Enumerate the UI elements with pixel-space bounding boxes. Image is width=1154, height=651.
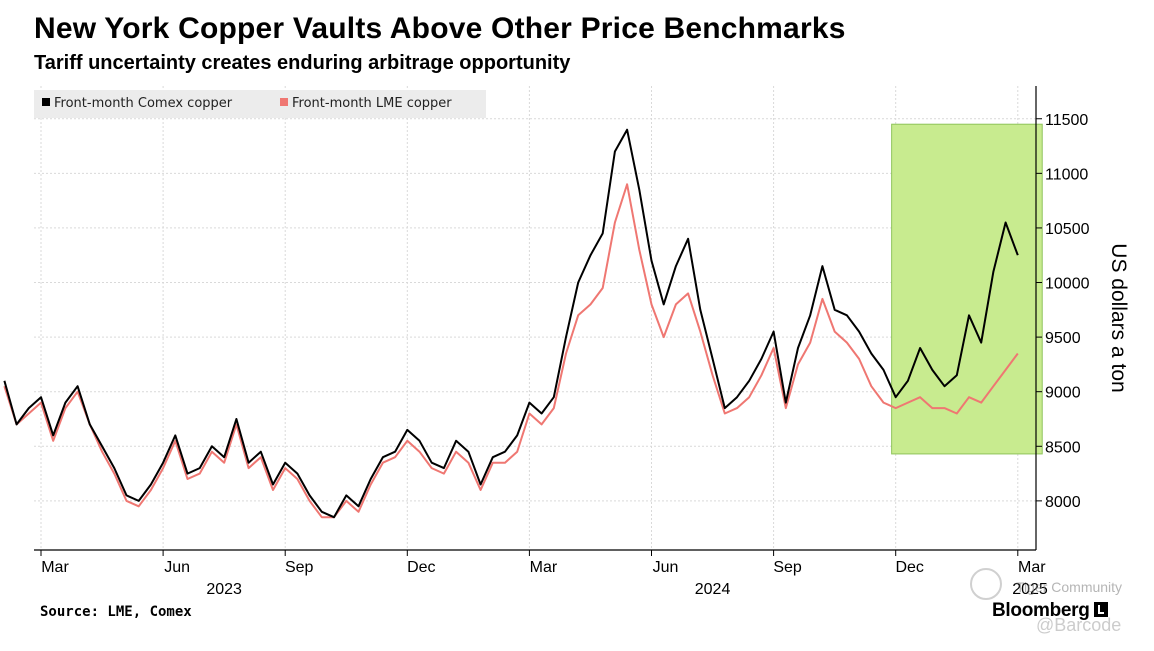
- y-tick-label-1: 8500: [1045, 439, 1081, 456]
- series-line-comex: [3, 128, 1019, 519]
- y-tick-label-0: 8000: [1045, 494, 1081, 511]
- x-tick-label-5: Jun: [653, 559, 679, 576]
- year-label-1: 2024: [695, 581, 731, 598]
- x-tick-label-6: Sep: [773, 559, 802, 576]
- watermark-community: Tiger Community: [1016, 579, 1123, 595]
- brand-text: Bloomberg: [992, 600, 1090, 621]
- series-line-lme: [3, 183, 1019, 519]
- x-tick-label-0: Mar: [41, 559, 69, 576]
- x-tick-label-2: Sep: [285, 559, 314, 576]
- x-tick-label-1: Jun: [164, 559, 190, 576]
- x-tick-label-8: Mar: [1018, 559, 1046, 576]
- year-label-2: 2025: [1012, 581, 1048, 598]
- y-tick-label-6: 11000: [1045, 166, 1088, 183]
- x-tick-label-3: Dec: [407, 559, 435, 576]
- year-label-0: 2023: [206, 581, 242, 598]
- chart-subtitle: Tariff uncertainty creates enduring arbi…: [34, 52, 571, 74]
- legend-label-comex: Front-month Comex copper: [54, 96, 233, 111]
- bloomberg-mark-icon: [1093, 602, 1108, 617]
- legend-swatch-lme: [280, 98, 288, 106]
- legend-item-lme: Front-month LME copper: [280, 96, 452, 111]
- x-tick-label-4: Mar: [530, 559, 558, 576]
- y-tick-label-4: 10000: [1045, 276, 1090, 293]
- y-axis-title: US dollars a ton: [1107, 243, 1130, 392]
- legend-label-lme: Front-month LME copper: [292, 96, 452, 111]
- tiger-logo-icon: [970, 568, 1002, 600]
- watermark-handle: @Barcode: [1036, 615, 1122, 635]
- x-tick-label-7: Dec: [895, 559, 923, 576]
- bloomberg-logo: Bloomberg: [992, 600, 1108, 622]
- source-note: Source: LME, Comex: [40, 604, 192, 620]
- y-tick-label-7: 11500: [1045, 112, 1088, 129]
- y-tick-label-5: 10500: [1045, 221, 1090, 238]
- y-tick-label-3: 9500: [1045, 330, 1081, 347]
- chart-title: New York Copper Vaults Above Other Price…: [34, 12, 846, 45]
- legend: Front-month Comex copper Front-month LME…: [34, 90, 486, 118]
- highlight-region: [891, 123, 1043, 455]
- legend-swatch-comex: [42, 98, 50, 106]
- y-tick-label-2: 9000: [1045, 385, 1081, 402]
- legend-item-comex: Front-month Comex copper: [42, 96, 232, 111]
